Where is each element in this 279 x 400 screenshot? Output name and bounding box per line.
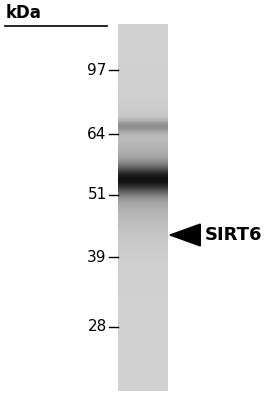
Polygon shape — [170, 224, 200, 246]
Text: 28: 28 — [87, 319, 107, 334]
Text: SIRT6: SIRT6 — [205, 226, 262, 244]
Text: 64: 64 — [87, 127, 107, 142]
Text: kDa: kDa — [6, 4, 42, 22]
Text: 39: 39 — [87, 250, 107, 264]
Text: 51: 51 — [87, 187, 107, 202]
Text: 97: 97 — [87, 62, 107, 78]
